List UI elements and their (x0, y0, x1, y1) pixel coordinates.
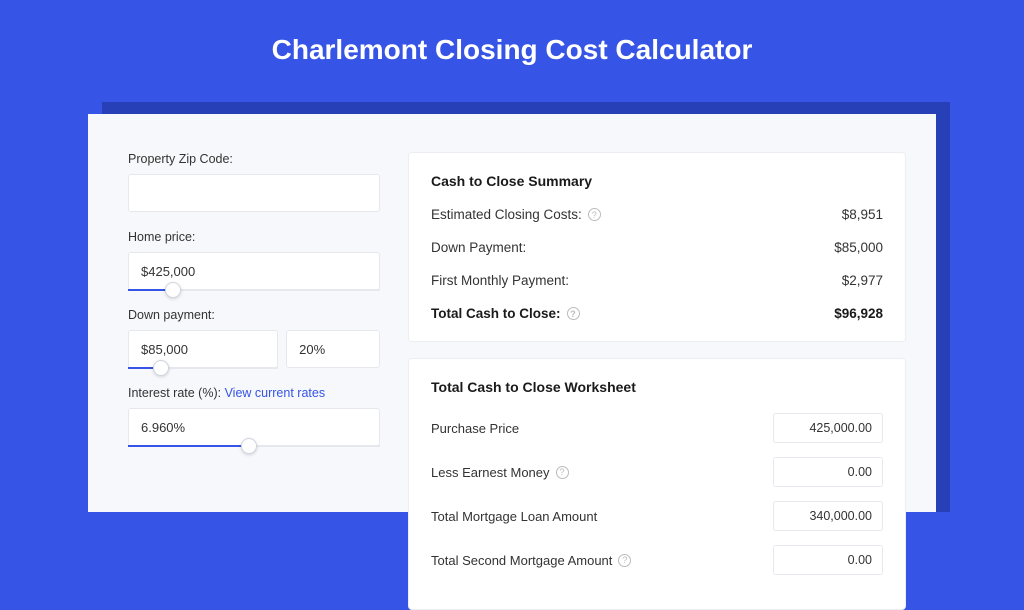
zip-field: Property Zip Code: (128, 152, 380, 212)
input-column: Property Zip Code: Home price: Down paym… (128, 152, 408, 512)
calculator-card: Property Zip Code: Home price: Down paym… (88, 114, 936, 512)
worksheet-label-text: Total Mortgage Loan Amount (431, 509, 597, 524)
down-payment-label: Down payment: (128, 308, 380, 322)
interest-rate-field: Interest rate (%): View current rates (128, 386, 380, 446)
worksheet-label-text: Total Second Mortgage Amount (431, 553, 612, 568)
down-payment-amount-slider[interactable] (128, 330, 278, 368)
summary-title: Cash to Close Summary (431, 173, 883, 189)
down-payment-field: Down payment: (128, 308, 380, 368)
worksheet-row-purchase-price: Purchase Price (431, 413, 883, 443)
summary-value: $96,928 (834, 306, 883, 321)
summary-label-text: First Monthly Payment: (431, 273, 569, 288)
worksheet-label-text: Purchase Price (431, 421, 519, 436)
help-icon[interactable]: ? (588, 208, 601, 221)
summary-value: $2,977 (842, 273, 883, 288)
worksheet-row-second-mortgage: Total Second Mortgage Amount ? (431, 545, 883, 575)
worksheet-title: Total Cash to Close Worksheet (431, 379, 883, 395)
slider-fill (128, 445, 249, 447)
summary-row-closing-costs: Estimated Closing Costs: ? $8,951 (431, 207, 883, 222)
summary-label-text: Down Payment: (431, 240, 526, 255)
results-column: Cash to Close Summary Estimated Closing … (408, 152, 936, 512)
interest-rate-label-text: Interest rate (%): (128, 386, 225, 400)
down-payment-amount-input[interactable] (128, 330, 278, 368)
worksheet-input-earnest-money[interactable] (773, 457, 883, 487)
help-icon[interactable]: ? (556, 466, 569, 479)
summary-value: $85,000 (834, 240, 883, 255)
interest-rate-slider[interactable] (128, 408, 380, 446)
worksheet-input-purchase-price[interactable] (773, 413, 883, 443)
down-payment-percent-input[interactable] (286, 330, 380, 368)
help-icon[interactable]: ? (618, 554, 631, 567)
slider-thumb[interactable] (165, 282, 181, 298)
worksheet-box: Total Cash to Close Worksheet Purchase P… (408, 358, 906, 610)
summary-label-text: Total Cash to Close: (431, 306, 561, 321)
summary-value: $8,951 (842, 207, 883, 222)
interest-rate-label: Interest rate (%): View current rates (128, 386, 380, 400)
worksheet-input-second-mortgage[interactable] (773, 545, 883, 575)
summary-row-first-payment: First Monthly Payment: $2,977 (431, 273, 883, 288)
down-payment-percent-wrap (286, 330, 380, 368)
help-icon[interactable]: ? (567, 307, 580, 320)
summary-box: Cash to Close Summary Estimated Closing … (408, 152, 906, 342)
zip-label: Property Zip Code: (128, 152, 380, 166)
zip-input[interactable] (128, 174, 380, 212)
view-rates-link[interactable]: View current rates (225, 386, 326, 400)
summary-row-total: Total Cash to Close: ? $96,928 (431, 306, 883, 321)
worksheet-row-earnest-money: Less Earnest Money ? (431, 457, 883, 487)
worksheet-row-loan-amount: Total Mortgage Loan Amount (431, 501, 883, 531)
summary-label-text: Estimated Closing Costs: (431, 207, 582, 222)
slider-thumb[interactable] (241, 438, 257, 454)
summary-row-down-payment: Down Payment: $85,000 (431, 240, 883, 255)
worksheet-input-loan-amount[interactable] (773, 501, 883, 531)
page-title: Charlemont Closing Cost Calculator (0, 0, 1024, 94)
home-price-input[interactable] (128, 252, 380, 290)
worksheet-label-text: Less Earnest Money (431, 465, 550, 480)
home-price-field: Home price: (128, 230, 380, 290)
home-price-slider[interactable] (128, 252, 380, 290)
home-price-label: Home price: (128, 230, 380, 244)
slider-thumb[interactable] (153, 360, 169, 376)
